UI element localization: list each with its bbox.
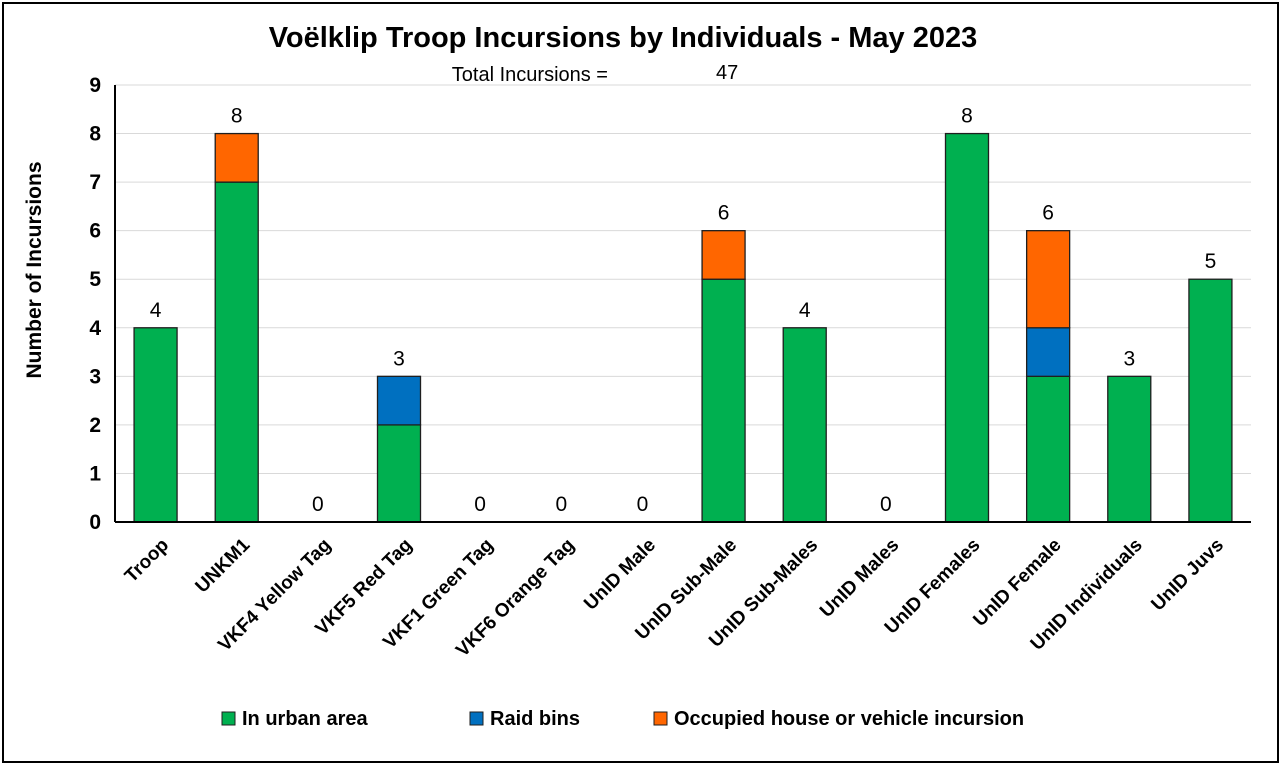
data-label-total: 3 [393,347,405,370]
bar-segment-in-urban-area-11 [1025,375,1071,523]
y-tick-label: 5 [89,268,101,291]
bar-segment-in-urban-area-3 [376,424,422,523]
bars [133,132,1233,523]
bar-segment-occupied-house-or-vehicle-incursion-1 [214,132,259,183]
bar-segment-in-urban-area-7 [701,278,746,523]
data-label-total: 8 [961,105,973,128]
legend: In urban area Raid bins Occupied house or … [221,708,1024,730]
x-tick-label: UnID Males [816,535,903,622]
data-label-total: 0 [555,493,567,516]
bar-segment-in-urban-area-1 [214,181,259,523]
y-tick-label: 0 [89,511,101,534]
chart-subtitle-label: Total Incursions = [452,64,608,86]
bar-segment-in-urban-area-13 [1188,278,1233,523]
y-tick-label: 8 [89,123,101,146]
data-label-total: 8 [231,105,243,128]
y-tick-label: 2 [89,414,101,437]
data-label-total: 4 [150,299,162,322]
bar-segment-occupied-house-or-vehicle-incursion-11 [1025,230,1071,329]
y-tick-label: 1 [89,462,101,485]
data-label-total: 0 [474,493,486,516]
data-label-total: 6 [1042,202,1054,225]
y-tick-label: 6 [89,220,101,243]
bar-segment-in-urban-area-0 [133,327,178,523]
legend-label: Occupied house or vehicle incursion [674,708,1024,730]
bar-segment-in-urban-area-12 [1107,375,1152,523]
bar-segment-raid-bins-3 [376,375,422,426]
data-label-total: 0 [312,493,324,516]
gridlines [115,84,1251,474]
data-label-total: 3 [1123,347,1135,370]
chart-subtitle-value: 47 [716,62,738,84]
data-label-total: 0 [880,493,892,516]
data-label-total: 6 [718,202,730,225]
legend-swatch [653,711,668,726]
legend-label: In urban area [242,708,368,730]
x-tick-label: UnID Male [580,535,660,615]
data-labels: 4 8 0 3 0 0 0 6 4 0 8 6 3 5 [150,105,1217,516]
bar-segment-in-urban-area-10 [944,132,990,523]
y-tick-label: 3 [89,365,101,388]
legend-label: Raid bins [490,708,580,730]
y-tick-label: 7 [89,171,101,194]
bar-segment-occupied-house-or-vehicle-incursion-7 [701,230,746,280]
bar-segment-raid-bins-11 [1025,327,1071,377]
y-tick-label: 9 [89,74,101,97]
x-tick-label: Troop [121,535,173,587]
x-tick-label: UNKM1 [192,534,255,597]
x-tick-label: UnID Juvs [1147,535,1228,616]
data-label-total: 5 [1205,250,1217,273]
legend-swatch [221,711,236,726]
y-tick-label: 4 [89,317,101,340]
chart-title: Voëlklip Troop Incursions by Individuals… [269,22,978,54]
data-label-total: 0 [637,493,649,516]
data-label-total: 4 [799,299,811,322]
legend-swatch [469,711,484,726]
y-axis-title: Number of Incursions [23,161,46,378]
bar-segment-in-urban-area-8 [782,327,827,523]
